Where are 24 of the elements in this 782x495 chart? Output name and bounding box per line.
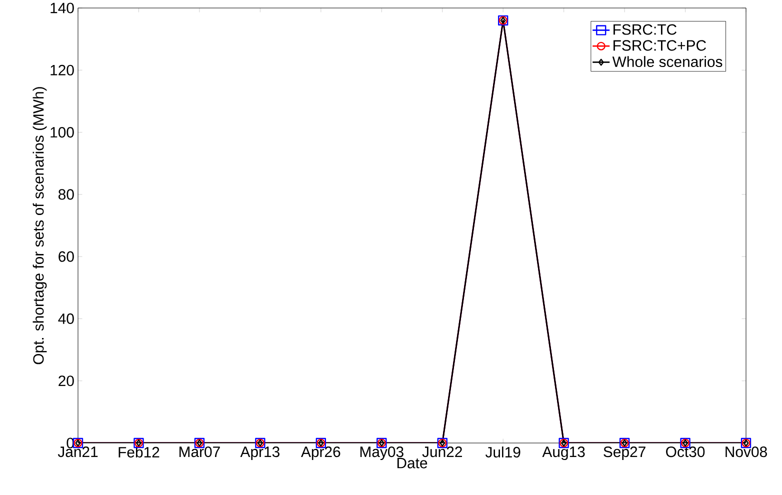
y-axis-title: Opt. shortage for sets of scenarios (MWh) xyxy=(32,87,47,364)
x-tick-label: Feb12 xyxy=(118,446,160,458)
x-tick-label: Oct30 xyxy=(666,446,705,458)
x-tick-label: Apr13 xyxy=(240,446,280,460)
x-tick-label: Jan21 xyxy=(58,446,98,458)
legend-label: Whole scenarios xyxy=(612,56,722,68)
x-tick-label: Nov08 xyxy=(726,446,767,458)
x-tick-label: Jun22 xyxy=(422,446,462,458)
y-tick-label: 40 xyxy=(58,313,74,324)
x-tick-label: Apr26 xyxy=(301,446,340,460)
y-tick-label: 140 xyxy=(50,2,74,14)
x-tick-label: Sep27 xyxy=(604,446,646,460)
x-tick-label: Jul19 xyxy=(485,446,520,458)
y-tick-label: 100 xyxy=(50,126,74,138)
x-axis-title: Date xyxy=(397,458,428,468)
y-tick-label: 80 xyxy=(58,189,74,200)
y-tick-label: 60 xyxy=(58,251,74,262)
x-tick-label: May03 xyxy=(360,446,404,460)
y-tick-label: 120 xyxy=(50,64,74,76)
x-tick-label: Mar07 xyxy=(179,446,220,458)
legend-label: FSRC:TC xyxy=(614,24,676,35)
legend-label: FSRC:TC+PC xyxy=(614,40,706,51)
y-tick-label: 20 xyxy=(58,376,74,386)
x-tick-label: Aug13 xyxy=(542,446,585,460)
